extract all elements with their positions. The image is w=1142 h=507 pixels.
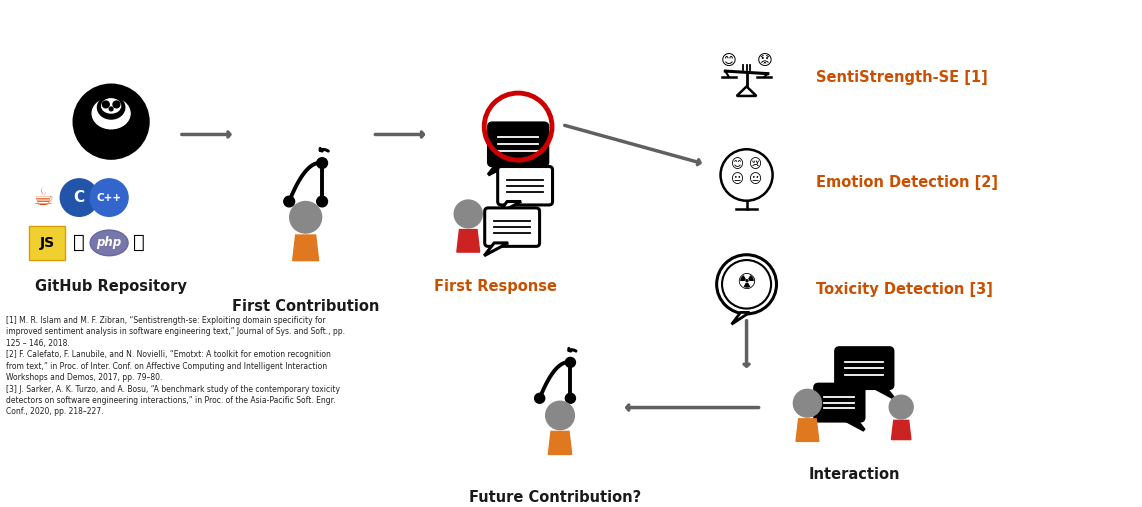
Circle shape xyxy=(113,139,119,145)
Text: 😐: 😐 xyxy=(749,173,763,186)
Text: 💎: 💎 xyxy=(134,233,145,252)
Text: 🐍: 🐍 xyxy=(73,233,85,252)
Ellipse shape xyxy=(97,96,124,119)
Polygon shape xyxy=(548,431,572,454)
Polygon shape xyxy=(497,201,521,214)
Circle shape xyxy=(90,179,128,216)
Polygon shape xyxy=(892,420,911,440)
Circle shape xyxy=(290,201,322,233)
Circle shape xyxy=(316,158,328,168)
FancyBboxPatch shape xyxy=(815,384,863,421)
Text: C++: C++ xyxy=(97,193,122,203)
Polygon shape xyxy=(94,87,104,97)
FancyBboxPatch shape xyxy=(836,348,893,388)
FancyBboxPatch shape xyxy=(498,166,553,205)
Circle shape xyxy=(73,84,148,159)
Circle shape xyxy=(565,393,576,403)
Text: First Response: First Response xyxy=(434,279,556,294)
Circle shape xyxy=(565,357,576,368)
Text: 😊: 😊 xyxy=(731,159,743,171)
Polygon shape xyxy=(796,419,819,442)
Circle shape xyxy=(110,107,113,111)
Circle shape xyxy=(284,196,295,207)
Circle shape xyxy=(890,395,914,419)
Circle shape xyxy=(794,389,821,417)
Text: Interaction: Interaction xyxy=(809,467,900,482)
Polygon shape xyxy=(457,230,480,252)
Ellipse shape xyxy=(90,230,128,256)
Circle shape xyxy=(316,196,328,207)
Polygon shape xyxy=(118,87,129,97)
Text: Toxicity Detection [3]: Toxicity Detection [3] xyxy=(817,282,994,297)
Circle shape xyxy=(534,393,545,403)
Text: php: php xyxy=(97,236,122,249)
Polygon shape xyxy=(292,235,319,261)
Text: 😢: 😢 xyxy=(749,159,763,171)
FancyBboxPatch shape xyxy=(489,123,547,165)
Text: 😊: 😊 xyxy=(721,53,737,68)
Text: SentiStrength-SE [1]: SentiStrength-SE [1] xyxy=(817,70,988,85)
Text: Future Contribution?: Future Contribution? xyxy=(469,490,641,505)
FancyBboxPatch shape xyxy=(30,226,65,260)
Text: JS: JS xyxy=(40,236,55,250)
Polygon shape xyxy=(732,312,749,324)
Text: 😐: 😐 xyxy=(731,173,743,186)
Circle shape xyxy=(455,200,482,228)
Text: First Contribution: First Contribution xyxy=(232,299,379,313)
Circle shape xyxy=(121,139,127,145)
Ellipse shape xyxy=(93,98,130,129)
Circle shape xyxy=(104,139,110,145)
Text: ☢: ☢ xyxy=(737,273,756,293)
Text: C: C xyxy=(73,190,85,205)
Text: ☕: ☕ xyxy=(33,186,54,209)
Circle shape xyxy=(96,139,100,145)
Text: GitHub Repository: GitHub Repository xyxy=(35,279,187,294)
Circle shape xyxy=(103,101,110,108)
Circle shape xyxy=(546,401,574,429)
FancyBboxPatch shape xyxy=(484,208,539,246)
Polygon shape xyxy=(841,417,864,430)
Polygon shape xyxy=(484,243,508,256)
Ellipse shape xyxy=(102,99,121,113)
Circle shape xyxy=(113,101,120,108)
Circle shape xyxy=(61,179,98,216)
Text: 😟: 😟 xyxy=(756,53,772,68)
Polygon shape xyxy=(869,385,893,397)
Text: [1] M. R. Islam and M. F. Zibran, “Sentistrength-se: Exploiting domain specifici: [1] M. R. Islam and M. F. Zibran, “Senti… xyxy=(7,316,345,416)
Polygon shape xyxy=(488,162,512,175)
Text: Emotion Detection [2]: Emotion Detection [2] xyxy=(817,175,998,190)
